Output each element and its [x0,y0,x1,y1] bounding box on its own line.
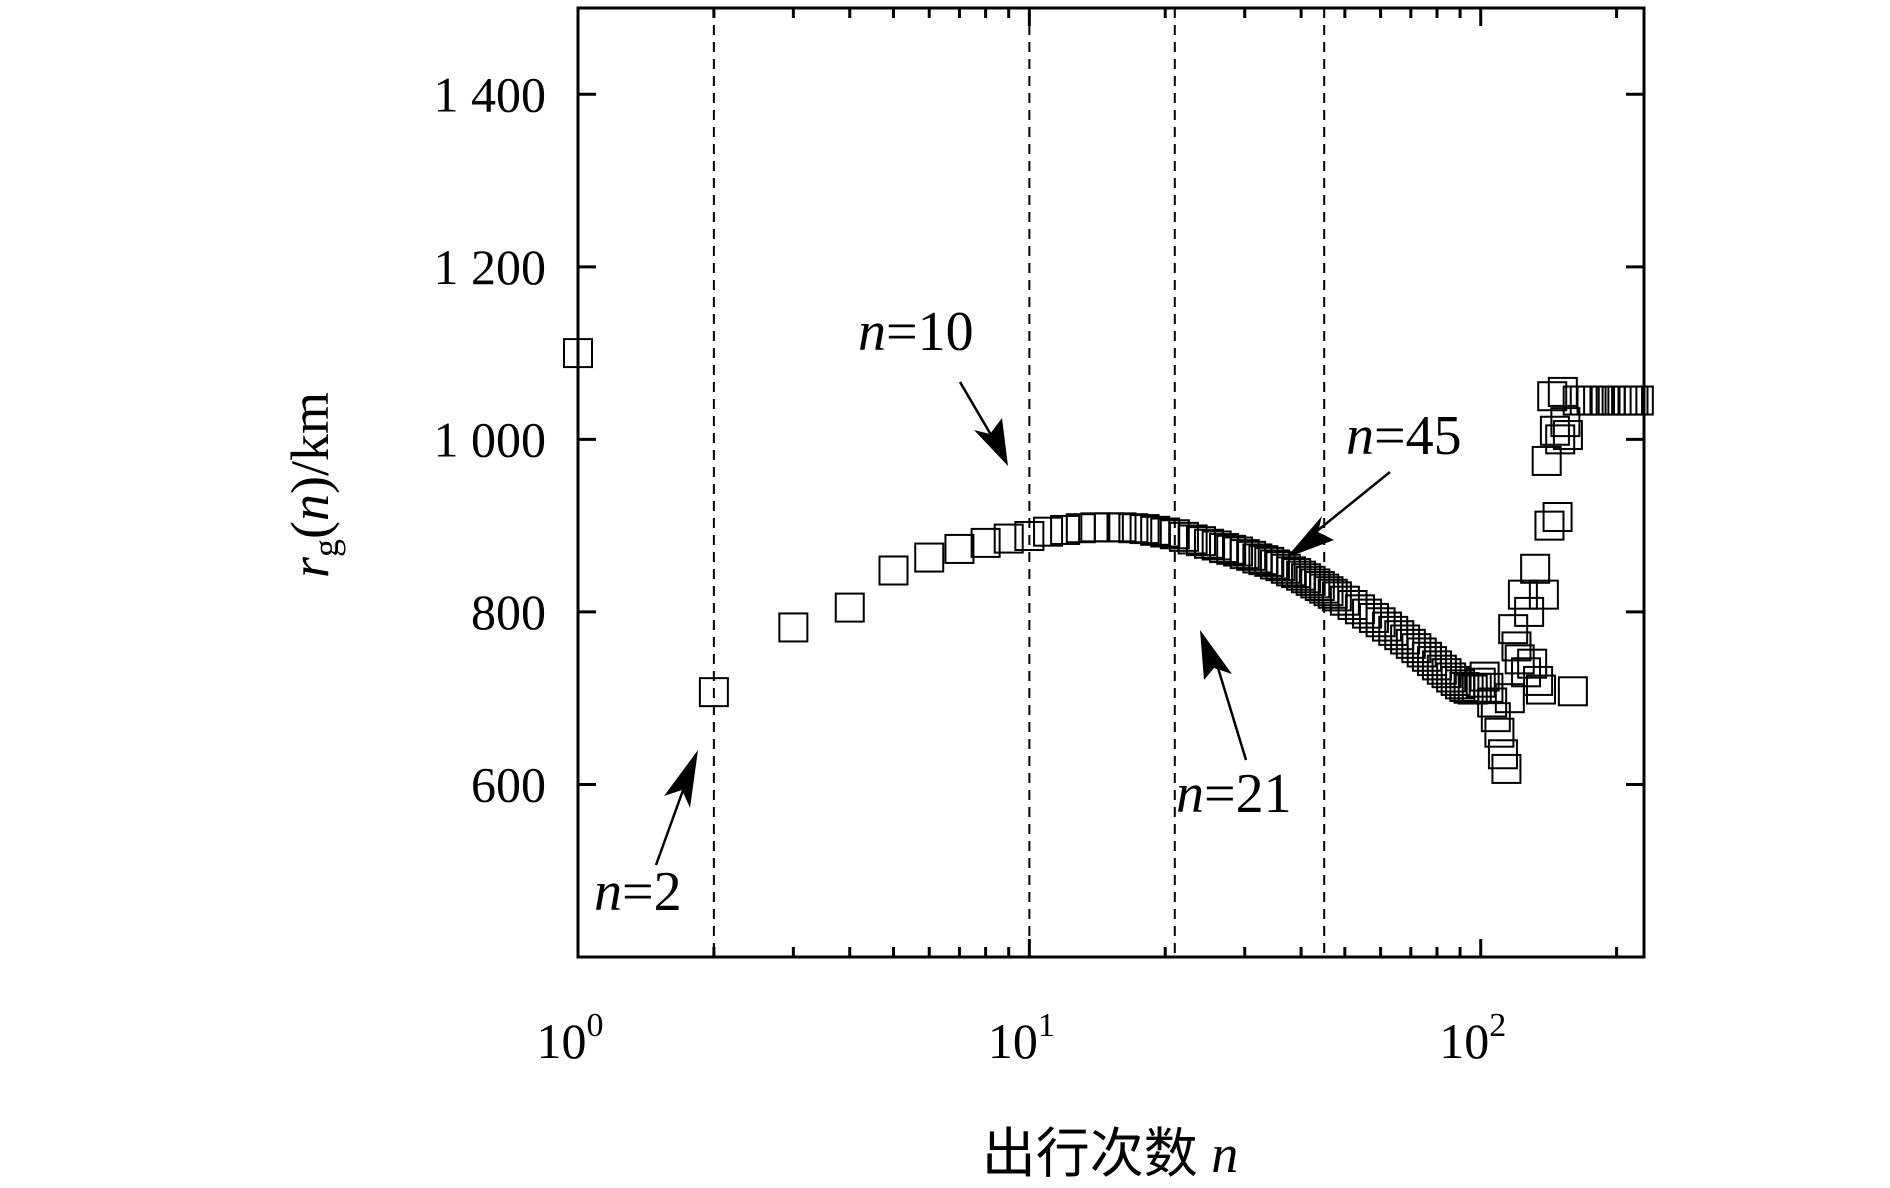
data-points [563,338,1654,784]
data-point [1321,581,1352,612]
data-point [1550,407,1581,438]
data-point [1534,510,1565,541]
data-point [1401,633,1432,664]
data-point [1270,553,1301,584]
data-point [1528,579,1559,610]
annotation-n45: n=45 [1346,405,1462,467]
annotation-n10: n=10 [858,301,974,363]
data-point [1129,514,1160,545]
data-point [1526,674,1557,705]
data-point [1390,624,1421,655]
data-point [1552,420,1583,451]
data-point [698,677,729,708]
data-point [1465,667,1496,698]
data-point [1317,578,1348,609]
annotation-n2: n=2 [594,861,682,923]
data-point [1545,424,1576,455]
x-axis-title: 出行次数 n [982,1124,1239,1184]
data-point [1177,524,1208,555]
data-point [1491,753,1522,784]
data-point [1520,553,1551,584]
data-point [1539,415,1570,446]
data-point [1395,628,1426,659]
data-point [1542,502,1573,533]
data-point [1185,526,1216,557]
data-point [1229,539,1260,570]
data-point [1623,385,1654,416]
data-point [1457,674,1488,705]
data-point [1193,528,1224,559]
data-point [563,338,593,369]
x-tick-label: 100 [537,1007,604,1069]
data-point [1557,676,1588,707]
data-point [1050,514,1081,545]
data-point [1504,644,1535,675]
data-point [1406,637,1437,668]
data-point [1033,516,1064,547]
data-point [944,533,975,564]
data-point [1159,519,1190,550]
data-point [1259,549,1290,580]
y-tick-label: 1 000 [434,411,547,467]
y-tick-labels: 600 800 1 000 1 200 1 400 [434,66,547,812]
data-point [1484,717,1515,748]
data-point [1265,551,1296,582]
y-tick-label: 600 [471,756,546,812]
y-axis-title: rg(n)/km [280,392,346,578]
annotation-n21: n=21 [1176,763,1292,825]
data-point [1309,573,1340,604]
data-point [970,527,1001,558]
data-point [1498,614,1529,645]
x-tick-label: 102 [1439,1007,1506,1069]
data-point [1501,631,1532,662]
data-point [1365,607,1396,638]
y-tick-label: 1 200 [434,239,547,295]
x-tick-label: 101 [988,1007,1055,1069]
data-point [993,523,1024,554]
data-point [1507,579,1538,610]
data-point [1469,661,1500,692]
data-point [1517,648,1548,679]
data-point [1601,385,1632,416]
data-point [778,612,809,643]
data-point [1378,615,1409,646]
x-tick-labels: 100 101 102 [537,1007,1507,1069]
data-point [834,592,865,623]
data-point [1236,540,1267,571]
data-point [1384,620,1415,651]
plot-frame [576,6,1646,959]
data-point [1523,665,1554,696]
data-point [1494,683,1525,714]
y-tick-label: 1 400 [434,66,547,122]
data-point [914,542,945,573]
axis-ticks [576,8,1644,957]
data-point [1329,585,1360,616]
data-point [1014,520,1045,551]
data-point [1254,546,1285,577]
annotation-arrows [654,381,1391,866]
data-point [1168,521,1199,552]
y-tick-label: 800 [471,584,546,640]
reference-lines [712,8,1326,957]
data-point [1372,611,1403,642]
data-point [878,555,909,586]
